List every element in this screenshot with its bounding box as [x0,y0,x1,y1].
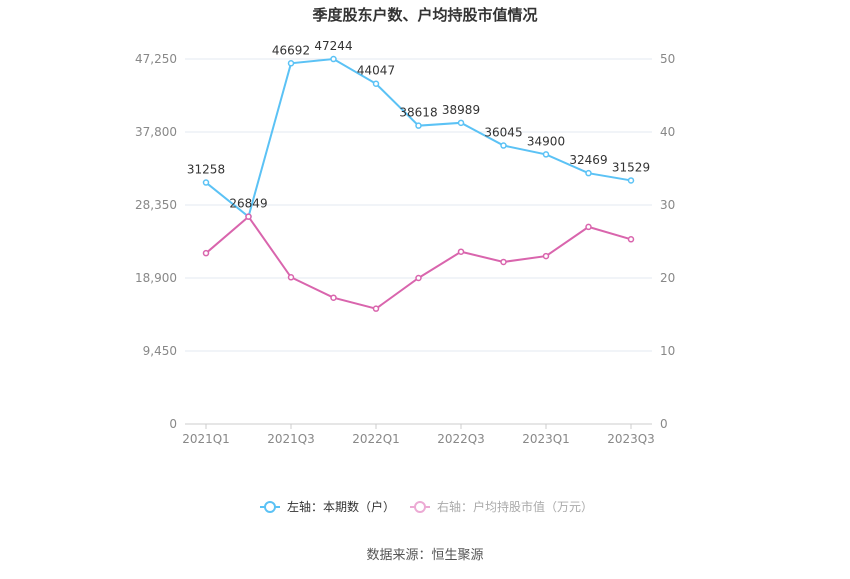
data-label: 47244 [314,39,352,53]
chart-title: 季度股东户数、户均持股市值情况 [312,6,537,24]
right-tick-label: 50 [660,52,675,66]
data-label: 32469 [569,153,607,167]
data-label: 46692 [272,43,310,57]
data-label: 31258 [187,163,225,177]
data-point[interactable] [372,305,380,312]
data-label: 31529 [612,160,650,174]
right-tick-label: 10 [660,344,675,358]
data-point[interactable] [585,223,592,231]
left-tick-label: 37,800 [135,125,177,139]
data-point[interactable] [245,213,252,220]
data-point[interactable] [500,142,507,149]
data-point[interactable] [202,179,210,186]
data-point[interactable] [202,249,210,257]
data-point[interactable] [627,177,635,184]
right-tick-label: 40 [660,125,675,139]
data-label: 34900 [527,134,565,148]
data-label: 26849 [229,197,267,211]
x-tick-label: 2022Q1 [352,432,400,446]
legend-marker-icon [264,501,276,513]
left-tick-label: 28,350 [135,198,177,212]
data-point[interactable] [287,60,295,67]
data-point[interactable] [415,122,422,129]
data-point[interactable] [542,151,550,158]
right-tick-label: 20 [660,271,675,285]
data-label: 36045 [484,126,522,140]
right-tick-label: 0 [660,417,668,431]
data-point[interactable] [627,236,635,243]
x-tick-label: 2021Q1 [182,432,230,446]
left-tick-label: 18,900 [135,271,177,285]
legend-item[interactable]: 左轴：本期数（户） [287,499,395,514]
data-point[interactable] [415,274,422,282]
x-tick-label: 2022Q3 [437,432,485,446]
data-point[interactable] [542,252,550,260]
data-point[interactable] [457,119,465,127]
legend-item[interactable]: 右轴：户均持股市值（万元） [437,499,593,514]
data-point[interactable] [330,294,337,301]
data-label: 44047 [357,64,395,78]
series-line-1 [205,215,632,310]
data-point[interactable] [372,80,380,87]
left-tick-label: 47,250 [135,52,177,66]
legend-marker-icon [414,501,426,513]
data-label: 38618 [399,106,437,120]
left-tick-label: 9,450 [143,344,177,358]
data-point[interactable] [330,55,337,63]
data-point[interactable] [457,248,465,255]
x-tick-label: 2023Q1 [522,432,570,446]
data-point[interactable] [585,169,592,177]
series-line-0 [205,58,632,219]
x-tick-label: 2021Q3 [267,432,315,446]
data-label: 38989 [442,103,480,117]
right-tick-label: 30 [660,198,675,212]
data-point[interactable] [287,274,295,281]
x-tick-label: 2023Q3 [607,432,655,446]
left-tick-label: 0 [169,417,177,431]
data-point[interactable] [500,258,507,266]
source-note: 数据来源：恒生聚源 [366,548,483,563]
